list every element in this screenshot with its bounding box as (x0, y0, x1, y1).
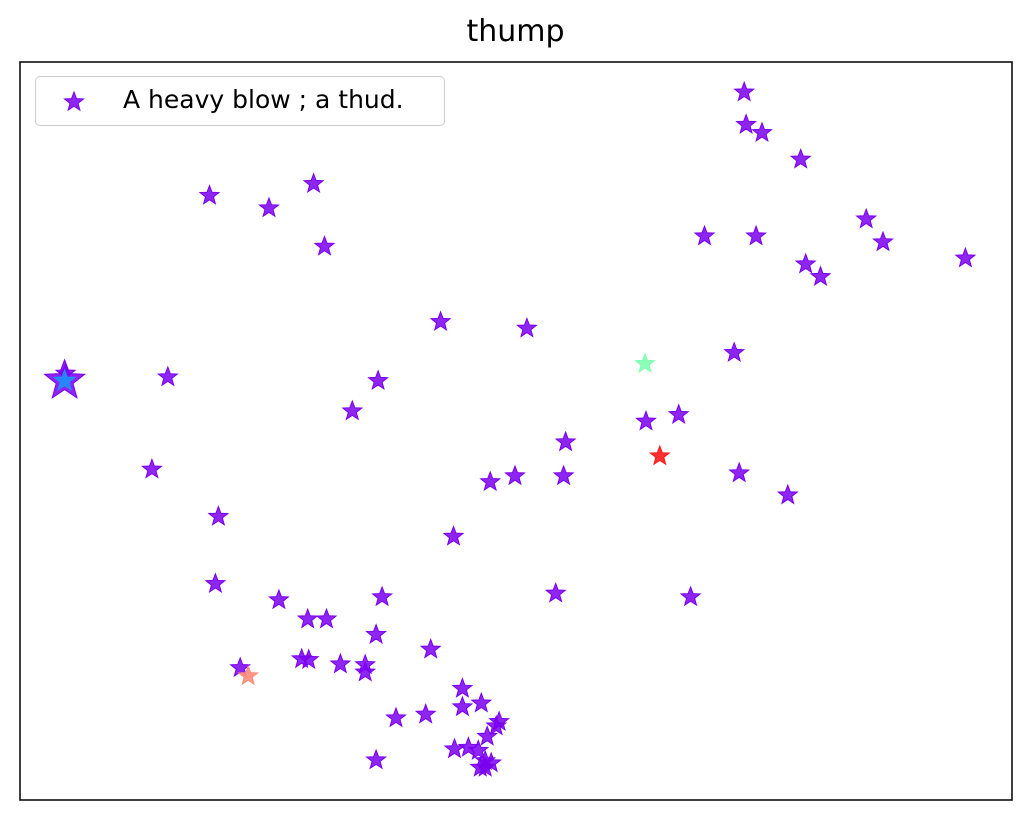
data-point (207, 505, 230, 526)
data-point (504, 464, 526, 486)
chart-title: thump (466, 14, 565, 49)
data-point (794, 252, 817, 274)
data-point (485, 714, 508, 736)
data-point (751, 121, 773, 143)
data-point (451, 695, 474, 717)
data-point (516, 316, 538, 338)
legend-label: A heavy blow ; a thud. (123, 85, 404, 114)
data-point (479, 470, 502, 492)
data-point (544, 581, 567, 603)
data-point (733, 80, 756, 102)
plot-area-frame (19, 61, 1013, 801)
data-point (313, 235, 336, 256)
data-point (258, 196, 280, 218)
data-point (776, 483, 799, 505)
data-point (141, 457, 163, 479)
data-point (315, 607, 338, 629)
data-point (635, 409, 657, 431)
data-point (723, 341, 746, 363)
data-point (414, 702, 437, 724)
legend-star-icon (63, 90, 85, 112)
data-point (367, 369, 389, 391)
data-point (467, 739, 490, 760)
data-point (789, 147, 812, 169)
data-point (457, 736, 480, 757)
data-point (667, 403, 690, 425)
highlight-point (52, 368, 77, 391)
data-point (552, 464, 575, 486)
data-point (365, 623, 387, 644)
data-point (679, 585, 702, 607)
data-point (693, 224, 716, 246)
data-point (229, 656, 252, 678)
data-point (735, 113, 757, 134)
data-point (371, 585, 393, 607)
data-point (341, 399, 364, 421)
data-point (480, 751, 503, 773)
data-point (198, 184, 221, 205)
data-point (809, 265, 832, 287)
data-point (954, 246, 977, 268)
data-point (156, 365, 179, 387)
data-point (419, 637, 442, 659)
data-point (442, 525, 465, 546)
legend: A heavy blow ; a thud. (35, 76, 445, 126)
data-point (329, 652, 352, 674)
data-point (476, 725, 499, 746)
highlight-point (237, 664, 260, 686)
data-point (296, 607, 319, 629)
data-point (268, 588, 290, 610)
data-point (855, 207, 878, 229)
data-points (43, 80, 977, 777)
data-point (385, 706, 407, 728)
data-point (429, 310, 452, 332)
data-point (728, 461, 751, 483)
highlight-point (648, 444, 671, 466)
data-point (554, 430, 577, 452)
data-point (354, 660, 377, 682)
data-point (451, 677, 474, 698)
data-point (365, 748, 387, 770)
data-point (302, 172, 325, 194)
data-point (872, 230, 894, 252)
highlight-point (634, 352, 656, 374)
data-point (443, 737, 466, 759)
data-point (470, 691, 493, 713)
data-point (204, 572, 227, 594)
data-point (297, 648, 320, 670)
data-point (745, 224, 767, 246)
